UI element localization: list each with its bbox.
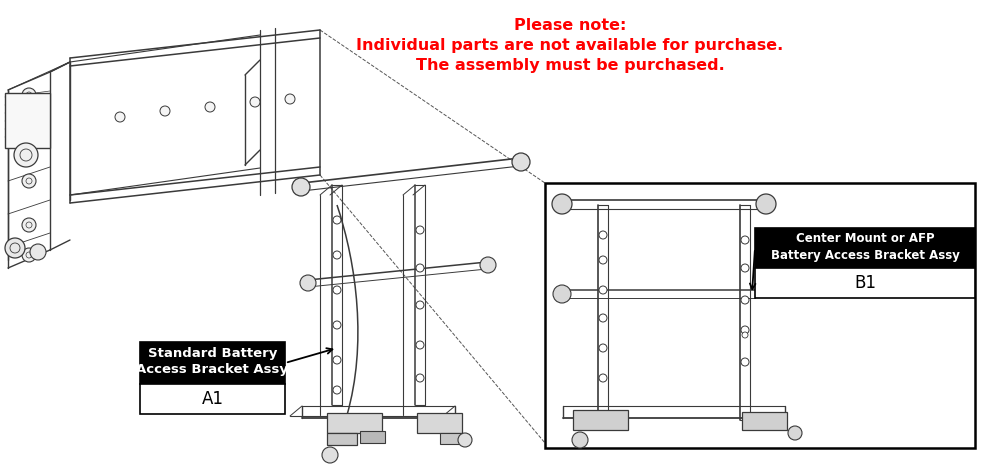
Circle shape <box>160 106 170 116</box>
Circle shape <box>333 321 341 329</box>
Text: Please note:: Please note: <box>514 18 626 33</box>
Circle shape <box>416 226 424 234</box>
Circle shape <box>416 264 424 272</box>
Circle shape <box>322 447 338 463</box>
Bar <box>545 183 975 448</box>
Circle shape <box>333 251 341 259</box>
Circle shape <box>742 332 748 338</box>
Circle shape <box>22 248 36 262</box>
Circle shape <box>599 344 607 352</box>
Circle shape <box>599 231 607 239</box>
Circle shape <box>599 256 607 264</box>
Circle shape <box>26 134 32 140</box>
Circle shape <box>26 222 32 228</box>
Bar <box>327 413 382 433</box>
Circle shape <box>205 102 215 112</box>
Circle shape <box>416 341 424 349</box>
Circle shape <box>30 244 46 260</box>
Circle shape <box>788 426 802 440</box>
Circle shape <box>5 238 25 258</box>
Circle shape <box>333 356 341 364</box>
Circle shape <box>20 149 32 161</box>
Circle shape <box>416 374 424 382</box>
Circle shape <box>333 386 341 394</box>
Circle shape <box>26 92 32 98</box>
Circle shape <box>14 143 38 167</box>
Bar <box>755 228 975 268</box>
Circle shape <box>572 432 588 448</box>
Circle shape <box>292 178 310 196</box>
Circle shape <box>599 286 607 294</box>
Circle shape <box>22 130 36 144</box>
Bar <box>360 431 385 443</box>
Circle shape <box>741 236 749 244</box>
Text: A1: A1 <box>202 390 224 408</box>
Circle shape <box>553 285 571 303</box>
Circle shape <box>552 194 572 214</box>
Text: Battery Access Bracket Assy: Battery Access Bracket Assy <box>771 248 959 262</box>
Bar <box>5 93 50 148</box>
Circle shape <box>741 358 749 366</box>
Circle shape <box>250 97 260 107</box>
Circle shape <box>285 94 295 104</box>
Circle shape <box>756 194 776 214</box>
Text: The assembly must be purchased.: The assembly must be purchased. <box>416 58 724 73</box>
Circle shape <box>22 218 36 232</box>
Circle shape <box>26 178 32 184</box>
Text: Center Mount or AFP: Center Mount or AFP <box>796 233 934 246</box>
Circle shape <box>416 301 424 309</box>
Bar <box>755 268 975 298</box>
Circle shape <box>599 374 607 382</box>
Circle shape <box>333 286 341 294</box>
Circle shape <box>300 275 316 291</box>
Circle shape <box>512 153 530 171</box>
Circle shape <box>741 296 749 304</box>
Circle shape <box>741 264 749 272</box>
Bar <box>742 412 787 430</box>
Circle shape <box>480 257 496 273</box>
Text: B1: B1 <box>854 274 876 292</box>
Circle shape <box>115 112 125 122</box>
Circle shape <box>10 243 20 253</box>
Circle shape <box>26 252 32 258</box>
Circle shape <box>741 326 749 334</box>
Text: Individual parts are not available for purchase.: Individual parts are not available for p… <box>356 38 784 53</box>
Circle shape <box>22 88 36 102</box>
Circle shape <box>599 314 607 322</box>
Bar <box>440 433 462 444</box>
Bar <box>573 410 628 430</box>
Bar <box>140 384 285 414</box>
Bar <box>140 342 285 384</box>
Circle shape <box>333 216 341 224</box>
Text: Standard Battery: Standard Battery <box>148 347 277 360</box>
Circle shape <box>458 433 472 447</box>
Bar <box>327 433 357 445</box>
Text: Access Bracket Assy: Access Bracket Assy <box>136 362 288 375</box>
Circle shape <box>22 174 36 188</box>
Bar <box>417 413 462 433</box>
